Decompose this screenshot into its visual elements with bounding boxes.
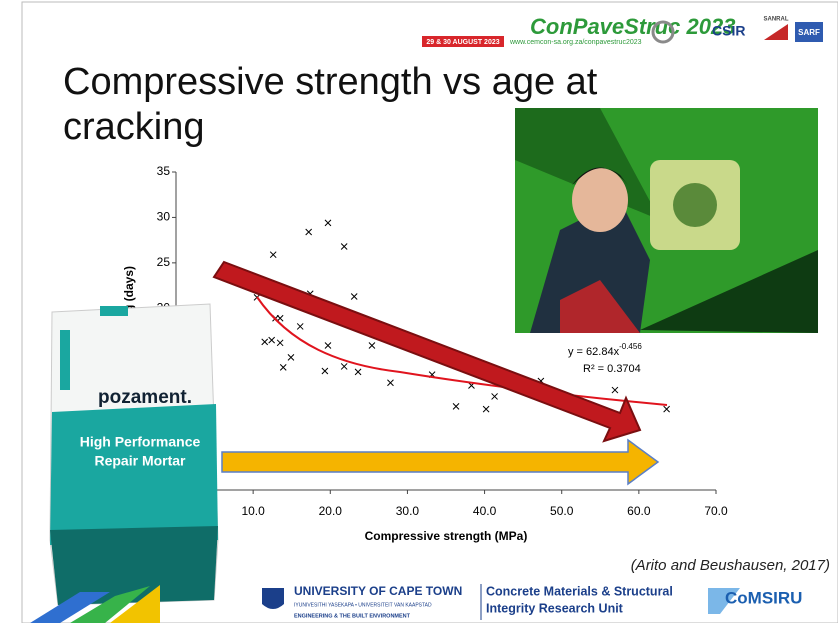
point	[452, 403, 460, 410]
dates-banner	[422, 36, 504, 47]
product-brand: pozament.	[98, 387, 192, 408]
x-tick-label: 20.0	[319, 504, 343, 518]
logo	[795, 22, 823, 42]
product-bag: pozament. High Performance Repair Mortar	[49, 303, 219, 606]
logo-text: SANRAL	[764, 17, 789, 23]
point	[611, 386, 619, 394]
point	[350, 293, 358, 300]
yellow-arrow	[221, 438, 660, 486]
unit-logo-shape	[708, 588, 740, 614]
uct-shield	[262, 588, 284, 609]
x-tick-label: 60.0	[627, 504, 651, 518]
point	[491, 393, 498, 400]
footer-graphic	[30, 585, 160, 623]
x-tick-label: 30.0	[396, 504, 420, 518]
conference-dates: 29 & 30 AUGUST 2023	[426, 39, 499, 46]
unit-name: Concrete Materials & Structural	[486, 584, 673, 598]
point	[279, 363, 287, 371]
unit-name: Integrity Research Unit	[486, 601, 624, 615]
y-tick-label: 25	[157, 255, 171, 269]
point	[482, 405, 490, 413]
point	[387, 379, 394, 387]
point	[261, 338, 269, 346]
y-tick-label: 35	[157, 164, 171, 178]
slide-border	[21, 1, 838, 623]
point	[368, 342, 376, 349]
point	[276, 314, 284, 322]
university-sub: IYUNIVESITHI YASEKAPA • UNIVERSITEIT VAN…	[294, 602, 432, 608]
logo	[764, 24, 788, 40]
point	[324, 219, 332, 227]
x-tick-label: 50.0	[550, 504, 574, 518]
point	[268, 336, 276, 344]
trend-line	[256, 296, 668, 406]
photo	[515, 108, 818, 333]
product-line: High Performance	[80, 434, 201, 450]
point	[324, 342, 332, 349]
point	[287, 353, 295, 361]
logo-text: CSIR	[712, 23, 745, 39]
point	[269, 251, 277, 259]
point	[340, 243, 348, 250]
faculty: ENGINEERING & THE BUILT ENVIRONMENT	[294, 613, 411, 619]
point	[276, 339, 284, 347]
point	[354, 368, 362, 376]
logo	[651, 20, 675, 44]
conference-brand: ConPaveStruc 2023	[530, 14, 735, 39]
conference-url: www.cemcon-sa.org.za/conpavestruc2023	[509, 39, 642, 46]
university: UNIVERSITY OF CAPE TOWN	[294, 584, 462, 598]
x-axis-label: Compressive strength (MPa)	[365, 529, 528, 543]
point	[296, 323, 304, 330]
logo-text: SARF	[798, 28, 820, 37]
equation-exponent: -0.456	[619, 342, 642, 351]
citation: (Arito and Beushausen, 2017)	[631, 557, 830, 574]
x-tick-label: 70.0	[704, 504, 728, 518]
unit-logo: CoMSIRU	[725, 588, 802, 607]
point	[663, 405, 670, 413]
slide-title: Compressive strength vs age at cracking	[63, 61, 598, 148]
point	[305, 228, 313, 236]
product-line: Repair Mortar	[94, 453, 186, 469]
x-tick-label: 40.0	[473, 504, 497, 518]
x-tick-label: 10.0	[241, 504, 265, 518]
y-tick-label: 30	[157, 210, 171, 224]
equation-base: y = 62.84x	[568, 346, 620, 358]
point	[321, 367, 329, 375]
red-arrow	[212, 260, 642, 443]
trend-equation: y = 62.84x-0.456	[568, 342, 642, 358]
r-squared: R² = 0.3704	[583, 363, 641, 375]
point	[340, 363, 348, 370]
